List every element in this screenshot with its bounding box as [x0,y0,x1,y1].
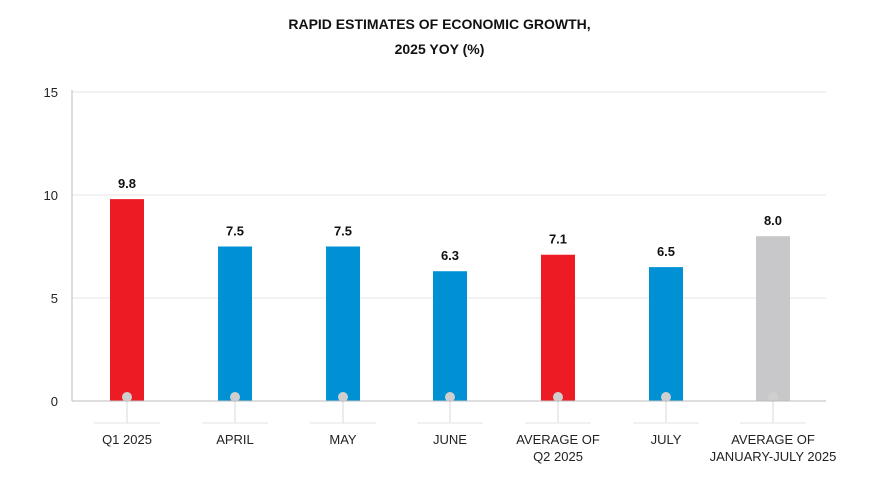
chart-title-line-1: RAPID ESTIMATES OF ECONOMIC GROWTH, [288,16,591,32]
data-label: 7.5 [334,224,352,239]
category-label: APRIL [216,432,254,447]
category-label: AVERAGE OF [731,432,815,447]
bar-base-marker [230,392,240,402]
category-label: Q1 2025 [102,432,152,447]
bar-base-marker [768,392,778,402]
bar-base-marker [122,392,132,402]
y-tick-label: 10 [44,188,58,203]
bar [756,236,790,401]
chart-title: RAPID ESTIMATES OF ECONOMIC GROWTH, 2025… [0,12,879,62]
bar [110,199,144,401]
bar-base-marker [553,392,563,402]
chart-title-line-2: 2025 YOY (%) [394,41,485,57]
y-tick-label: 15 [44,85,58,100]
bar-base-marker [338,392,348,402]
data-label: 7.1 [549,232,567,247]
data-label: 9.8 [118,176,136,191]
y-tick-label: 5 [51,291,58,306]
bar [326,246,360,401]
bar [433,271,467,401]
data-label: 6.5 [657,244,675,259]
category-label: MAY [329,432,357,447]
bar [649,267,683,401]
bar-base-marker [661,392,671,402]
data-label: 7.5 [226,224,244,239]
category-label: AVERAGE OF [516,432,600,447]
category-label: JULY [651,432,682,447]
bar [541,254,575,401]
category-label: JUNE [433,432,467,447]
y-tick-label: 0 [51,394,58,409]
data-label: 6.3 [441,248,459,263]
bar [218,246,252,401]
category-label: Q2 2025 [533,449,583,464]
bar-base-marker [445,392,455,402]
data-label: 8.0 [764,213,782,228]
category-label: JANUARY-JULY 2025 [710,449,837,464]
